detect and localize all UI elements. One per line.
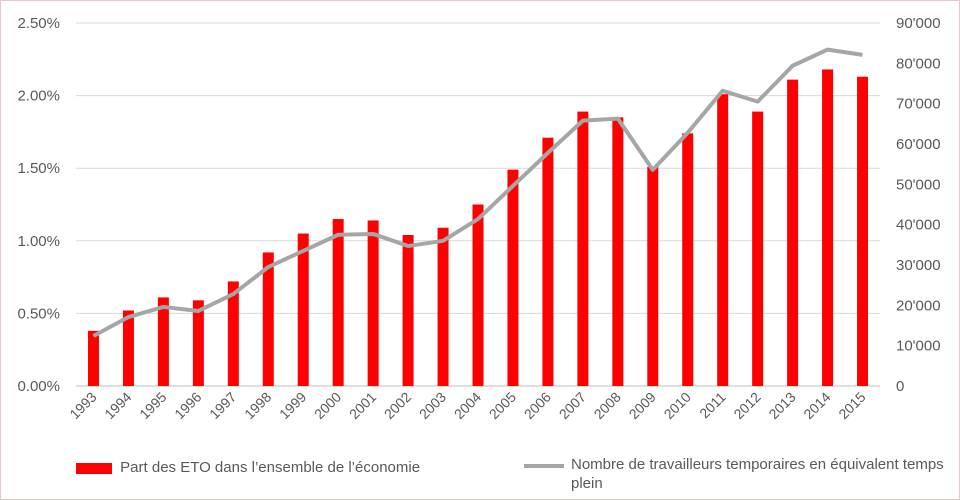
x-tick-label: 2004 [451,389,484,422]
y-right-tick-label: 80'000 [896,55,941,72]
x-tick-label: 1998 [241,389,274,422]
x-tick-label: 1999 [276,389,309,422]
y-right-tick-label: 0 [896,378,904,395]
x-tick-label: 2009 [626,389,659,422]
y-left-tick-label: 2.00% [17,88,60,105]
y-left-tick-label: 0.00% [17,378,60,395]
bar-2000 [332,219,344,386]
bar-1995 [157,297,169,386]
y-right-tick-label: 60'000 [896,136,941,153]
y-right-tick-label: 70'000 [896,96,941,113]
bar-2012 [752,111,764,387]
x-tick-label: 2005 [486,389,519,422]
x-tick-label: 2006 [521,389,554,422]
x-tick-label: 2014 [800,389,833,422]
y-left-tick-label: 2.50% [17,15,60,32]
x-tick-label: 2010 [661,389,694,422]
bar-1994 [122,310,134,386]
x-tick-label: 1997 [206,389,239,422]
bar-2003 [437,227,449,386]
x-tick-label: 2013 [765,389,798,422]
bar-1998 [262,252,274,386]
x-tick-label: 2007 [556,389,589,422]
bar-2001 [367,220,379,386]
legend-item-bars: Part des ETO dans l’ensemble de l’économ… [76,458,420,477]
bar-1997 [227,281,239,386]
x-tick-label: 2002 [381,389,414,422]
bar-2006 [542,137,554,386]
x-tick-label: 1993 [66,389,99,422]
y-left-tick-label: 1.50% [17,160,60,177]
y-right-tick-label: 40'000 [896,217,941,234]
y-right-tick-label: 50'000 [896,176,941,193]
bar-2015 [857,76,869,386]
x-tick-label: 1996 [171,389,204,422]
x-tick-label: 2012 [730,389,763,422]
legend-label-bars: Part des ETO dans l’ensemble de l’économ… [120,459,421,476]
y-right-tick-label: 20'000 [896,297,941,314]
bar-2008 [612,117,624,386]
legend-swatch-line [524,464,564,468]
x-tick-label: 2008 [591,389,624,422]
x-tick-label: 1995 [136,389,169,422]
bar-2007 [577,111,589,387]
bar-1993 [87,330,99,386]
x-tick-label: 2000 [311,389,344,422]
y-left-tick-label: 0.50% [17,305,60,322]
bar-2011 [717,94,729,386]
bar-2010 [682,133,694,386]
x-tick-label: 1994 [101,389,134,422]
bar-1996 [192,300,204,386]
legend-item-line: Nombre de travailleurs temporaires en éq… [524,455,944,493]
bar-2009 [647,166,659,386]
bar-2004 [472,204,484,386]
x-tick-label: 2001 [346,389,379,422]
y-left-tick-label: 1.00% [17,233,60,250]
bar-2013 [787,79,799,387]
bar-2002 [402,234,414,386]
x-tick-label: 2015 [835,389,868,422]
y-right-tick-label: 30'000 [896,257,941,274]
legend-swatch-bars [76,462,112,474]
bar-2005 [507,169,519,386]
bar-1999 [297,233,309,386]
bar-2014 [822,69,834,387]
y-right-tick-label: 90'000 [896,15,941,32]
x-tick-label: 2011 [696,389,729,422]
x-tick-label: 2003 [416,389,449,422]
y-right-tick-label: 10'000 [896,338,941,355]
legend-label-line: Nombre de travailleurs temporaires en éq… [571,456,944,492]
